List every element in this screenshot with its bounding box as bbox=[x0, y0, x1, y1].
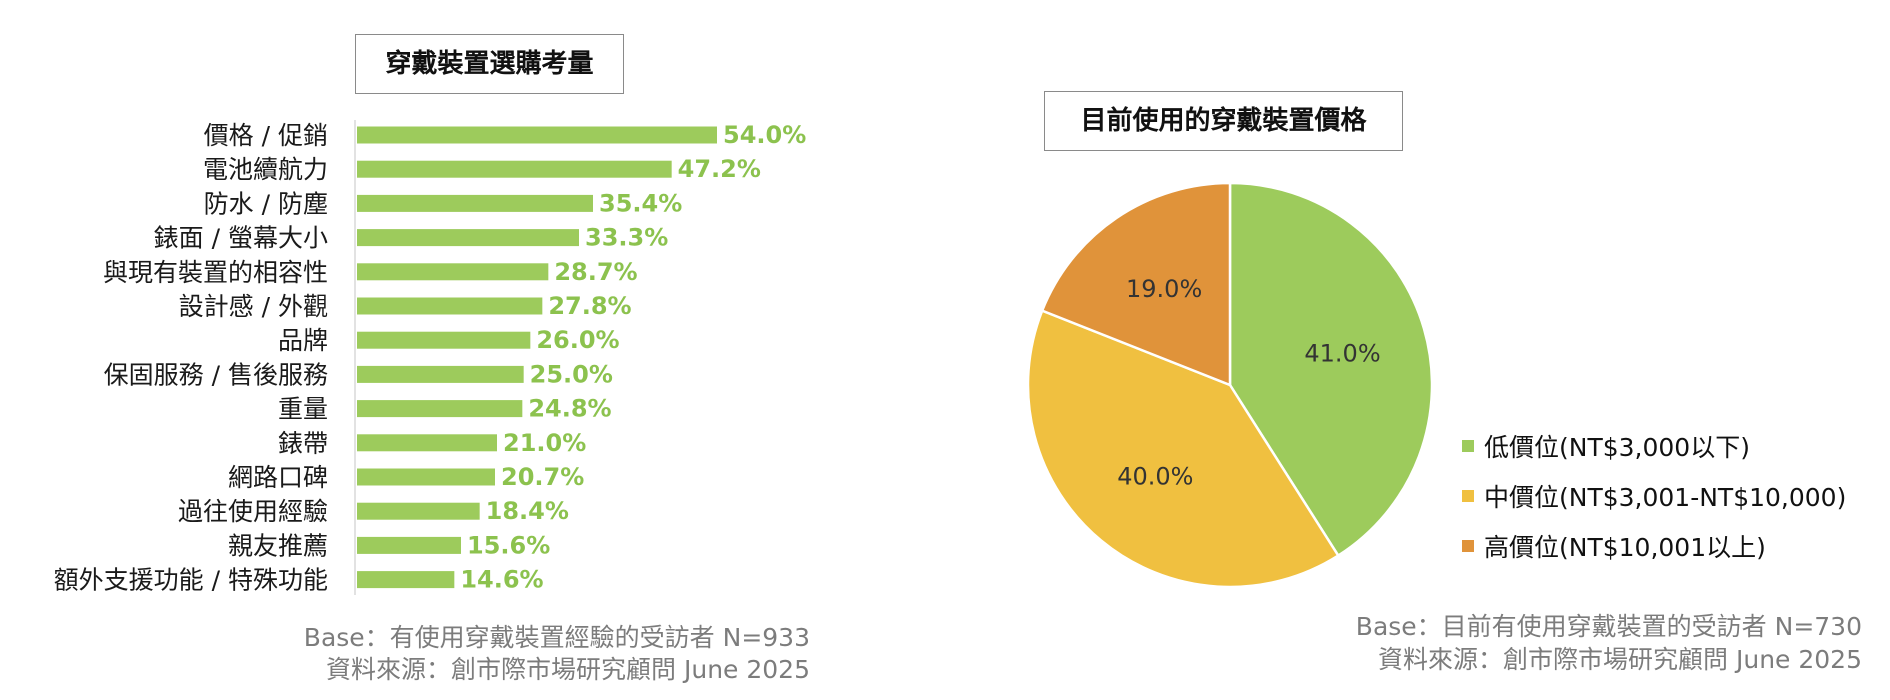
bar bbox=[357, 331, 531, 349]
bar bbox=[357, 194, 593, 212]
bar-value-label: 35.4% bbox=[599, 189, 682, 217]
bar-category-label: 重量 bbox=[278, 395, 328, 424]
bar-value-label: 27.8% bbox=[548, 292, 631, 320]
legend-item: 低價位(NT$3,000以下) bbox=[1462, 421, 1846, 471]
bar bbox=[357, 434, 497, 452]
bar-category-label: 防水 / 防塵 bbox=[204, 189, 328, 218]
legend-label: 中價位(NT$3,001-NT$10,000) bbox=[1484, 483, 1847, 512]
bar-category-label: 與現有裝置的相容性 bbox=[103, 258, 328, 287]
legend-item: 中價位(NT$3,001-NT$10,000) bbox=[1462, 471, 1846, 521]
bar-chart-base-note: Base：有使用穿戴裝置經驗的受訪者 N=933 bbox=[303, 623, 810, 652]
bar bbox=[357, 571, 455, 589]
bar-value-label: 18.4% bbox=[486, 497, 569, 525]
legend-swatch bbox=[1462, 490, 1474, 502]
bar-category-label: 過往使用經驗 bbox=[178, 497, 328, 526]
bar bbox=[357, 126, 717, 144]
bar-value-label: 15.6% bbox=[467, 531, 550, 559]
pie-legend: 低價位(NT$3,000以下) 中價位(NT$3,001-NT$10,000) 高價… bbox=[1462, 421, 1846, 571]
legend-label: 高價位(NT$10,001以上) bbox=[1484, 533, 1766, 562]
bar-value-label: 24.8% bbox=[528, 395, 611, 423]
bar-category-label: 錶帶 bbox=[278, 429, 328, 458]
bar-category-label: 品牌 bbox=[278, 326, 328, 355]
bar bbox=[357, 468, 495, 486]
bar-category-label: 電池續航力 bbox=[203, 155, 328, 184]
bar-category-label: 額外支援功能 / 特殊功能 bbox=[54, 566, 328, 595]
bar-value-label: 14.6% bbox=[460, 566, 543, 594]
bar bbox=[357, 263, 549, 281]
legend-label: 低價位(NT$3,000以下) bbox=[1484, 433, 1750, 462]
pie-slice bbox=[1026, 309, 1340, 589]
pie-chart-base-note: Base：目前有使用穿戴裝置的受訪者 N=730 bbox=[1355, 612, 1862, 641]
bar-value-label: 20.7% bbox=[501, 463, 584, 491]
bar-value-label: 33.3% bbox=[585, 224, 668, 252]
pie-chart: 41.0% 40.0% 19.0% bbox=[1026, 181, 1434, 589]
pie-chart-source-note: 資料來源：創市際市場研究顧問 June 2025 bbox=[1378, 645, 1862, 674]
bar-category-label: 設計感 / 外觀 bbox=[179, 292, 328, 321]
bar bbox=[357, 400, 523, 418]
legend-swatch bbox=[1462, 540, 1474, 552]
bar-value-label: 25.0% bbox=[530, 360, 613, 388]
pie-value-label: 40.0% bbox=[1117, 462, 1193, 490]
bar bbox=[357, 297, 543, 315]
bar bbox=[357, 160, 672, 178]
bar-category-label: 價格 / 促銷 bbox=[204, 121, 328, 150]
bar-category-label: 保固服務 / 售後服務 bbox=[104, 360, 328, 389]
bar-value-label: 47.2% bbox=[678, 155, 761, 183]
pie-slice bbox=[1040, 181, 1232, 387]
pie-value-label: 41.0% bbox=[1304, 339, 1380, 367]
bar-value-label: 21.0% bbox=[503, 429, 586, 457]
bar-value-label: 26.0% bbox=[536, 326, 619, 354]
bar-value-label: 28.7% bbox=[554, 258, 637, 286]
bar-chart-title: 穿戴裝置選購考量 bbox=[355, 34, 624, 94]
bar bbox=[357, 229, 579, 247]
bar-category-label: 親友推薦 bbox=[228, 531, 328, 560]
bar-value-label: 54.0% bbox=[723, 121, 806, 149]
pie-value-label: 19.0% bbox=[1126, 275, 1202, 303]
bar bbox=[357, 365, 524, 383]
bar bbox=[357, 536, 461, 554]
bar-chart-source-note: 資料來源：創市際市場研究顧問 June 2025 bbox=[326, 655, 810, 684]
bar-category-label: 網路口碑 bbox=[228, 463, 328, 492]
bar bbox=[357, 502, 480, 520]
pie-chart-title: 目前使用的穿戴裝置價格 bbox=[1044, 91, 1403, 151]
bar-category-label: 錶面 / 螢幕大小 bbox=[154, 224, 328, 253]
legend-item: 高價位(NT$10,001以上) bbox=[1462, 521, 1846, 571]
legend-swatch bbox=[1462, 440, 1474, 452]
